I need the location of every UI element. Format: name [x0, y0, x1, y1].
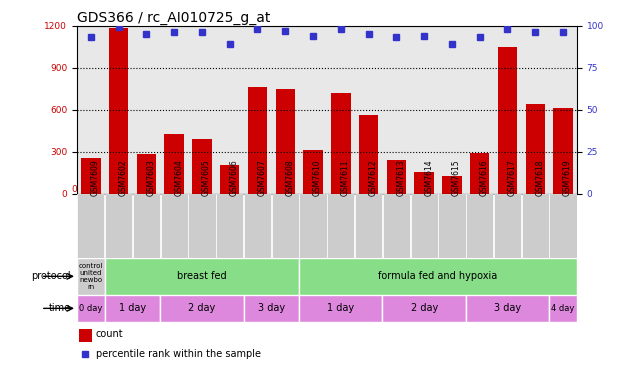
Text: control
united
newbo
rn: control united newbo rn [79, 263, 103, 290]
Bar [549, 295, 577, 322]
Text: GSM7609: GSM7609 [91, 159, 100, 196]
Bar [553, 108, 573, 194]
Bar [438, 194, 465, 258]
Bar [355, 194, 382, 258]
Bar [414, 172, 434, 194]
Text: GSM7611: GSM7611 [341, 160, 350, 196]
Text: GSM7603: GSM7603 [146, 159, 155, 196]
Bar [466, 295, 549, 322]
Bar [359, 115, 378, 194]
Bar [494, 194, 521, 258]
Text: GSM7605: GSM7605 [202, 159, 211, 196]
Bar [522, 194, 549, 258]
Bar [497, 46, 517, 194]
Bar [160, 194, 188, 258]
Text: GSM7618: GSM7618 [535, 160, 544, 196]
Bar [192, 139, 212, 194]
Bar [383, 295, 466, 322]
Text: GDS366 / rc_AI010725_g_at: GDS366 / rc_AI010725_g_at [77, 11, 271, 25]
Bar [79, 329, 92, 342]
Bar [77, 295, 104, 322]
Bar [77, 194, 104, 258]
Bar [137, 154, 156, 194]
Bar [105, 194, 132, 258]
Text: 4 day: 4 day [551, 304, 575, 313]
Text: GSM7610: GSM7610 [313, 159, 322, 196]
Bar [276, 89, 295, 194]
Text: protocol: protocol [31, 271, 71, 281]
Text: 0: 0 [71, 185, 77, 194]
Text: GSM7602: GSM7602 [119, 159, 128, 196]
Bar [216, 194, 244, 258]
Bar [109, 28, 128, 194]
Bar [81, 158, 101, 194]
Bar [104, 258, 299, 295]
Bar [410, 194, 438, 258]
Text: GSM7615: GSM7615 [452, 159, 461, 196]
Bar [247, 87, 267, 194]
Text: GSM7616: GSM7616 [479, 159, 488, 196]
Text: GSM7606: GSM7606 [229, 159, 238, 196]
Text: breast fed: breast fed [177, 271, 227, 281]
Text: formula fed and hypoxia: formula fed and hypoxia [378, 271, 497, 281]
Text: GSM7607: GSM7607 [258, 159, 267, 196]
Bar [327, 194, 354, 258]
Text: GSM7608: GSM7608 [285, 159, 294, 196]
Text: 1 day: 1 day [328, 303, 354, 313]
Bar [470, 153, 489, 194]
Text: time: time [48, 303, 71, 313]
Bar [133, 194, 160, 258]
Text: GSM7617: GSM7617 [508, 159, 517, 196]
Text: GSM7604: GSM7604 [174, 159, 183, 196]
Bar [299, 295, 383, 322]
Bar [299, 258, 577, 295]
Bar [244, 194, 271, 258]
Text: GSM7613: GSM7613 [396, 159, 405, 196]
Bar [77, 258, 104, 295]
Bar [104, 295, 160, 322]
Bar [303, 150, 322, 194]
Text: GSM7619: GSM7619 [563, 159, 572, 196]
Bar [188, 194, 215, 258]
Bar [442, 176, 462, 194]
Bar [549, 194, 577, 258]
Bar [383, 194, 410, 258]
Text: 2 day: 2 day [188, 303, 215, 313]
Text: 1 day: 1 day [119, 303, 146, 313]
Bar [331, 93, 351, 194]
Bar [272, 194, 299, 258]
Text: 0 day: 0 day [79, 304, 103, 313]
Bar [299, 194, 327, 258]
Bar [220, 165, 240, 194]
Bar [160, 295, 244, 322]
Text: GSM7614: GSM7614 [424, 159, 433, 196]
Text: count: count [96, 329, 124, 339]
Bar [466, 194, 494, 258]
Text: percentile rank within the sample: percentile rank within the sample [96, 349, 261, 359]
Bar [244, 295, 299, 322]
Text: 3 day: 3 day [494, 303, 521, 313]
Bar [164, 134, 184, 194]
Text: GSM7612: GSM7612 [369, 160, 378, 196]
Bar [526, 104, 545, 194]
Bar [387, 160, 406, 194]
Text: 3 day: 3 day [258, 303, 285, 313]
Text: 2 day: 2 day [410, 303, 438, 313]
